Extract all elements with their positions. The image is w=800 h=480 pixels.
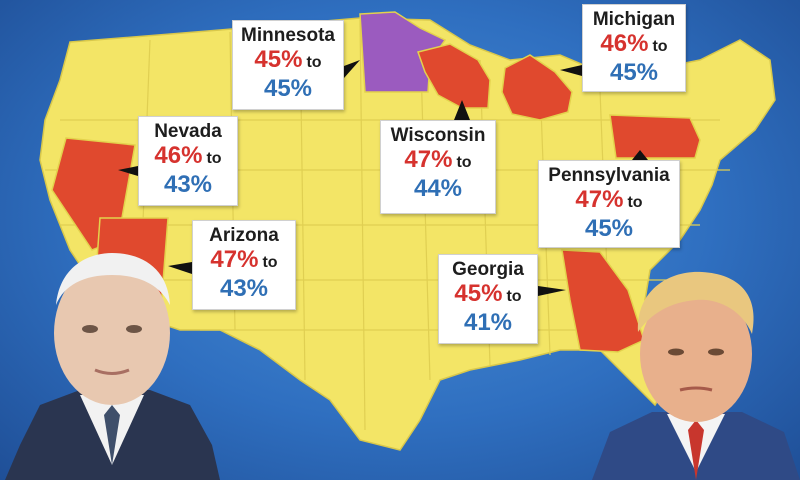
- red-percent: 47%: [210, 246, 259, 273]
- state-label: Arizona: [209, 225, 279, 246]
- callout-wisconsin: Wisconsin 47% to 44%: [380, 120, 496, 214]
- pointer-arizona: [168, 262, 192, 274]
- state-pennsylvania: [609, 114, 701, 159]
- blue-percent: 43%: [219, 275, 269, 302]
- callout-minnesota: Minnesota 45% to 45%: [232, 20, 344, 110]
- pointer-wisconsin: [454, 100, 470, 120]
- pointer-georgia: [538, 286, 566, 296]
- blue-percent: 45%: [263, 75, 313, 102]
- red-percent: 47%: [404, 146, 453, 173]
- state-michigan: [501, 54, 573, 121]
- callout-georgia: Georgia 45% to 41%: [438, 254, 538, 344]
- pointer-nevada: [118, 166, 138, 176]
- callout-pointers: [118, 60, 648, 296]
- connector-text: to: [652, 38, 668, 55]
- pointer-pennsylvania: [632, 150, 648, 160]
- state-label: Pennsylvania: [548, 165, 670, 186]
- state-label: Minnesota: [241, 25, 335, 46]
- callout-nevada: Nevada 46% to 43%: [138, 116, 238, 206]
- red-percent: 45%: [254, 46, 303, 73]
- red-percent: 46%: [600, 30, 649, 57]
- callout-pennsylvania: Pennsylvania 47% to 45%: [538, 160, 680, 248]
- connector-text: to: [306, 54, 322, 71]
- connector-text: to: [506, 288, 522, 305]
- connector-text: to: [627, 194, 643, 211]
- red-percent: 45%: [454, 280, 503, 307]
- red-percent: 47%: [575, 186, 624, 213]
- state-georgia: [561, 249, 645, 353]
- blue-percent: 45%: [609, 59, 659, 86]
- pointer-michigan: [560, 65, 582, 76]
- left-candidate-photo: [5, 253, 220, 480]
- blue-percent: 45%: [584, 215, 634, 242]
- blue-percent: 44%: [413, 175, 463, 202]
- connector-text: to: [262, 254, 278, 271]
- callout-michigan: Michigan 46% to 45%: [582, 4, 686, 92]
- state-label: Michigan: [592, 9, 676, 30]
- blue-percent: 43%: [163, 171, 213, 198]
- connector-text: to: [206, 150, 222, 167]
- pointer-minnesota: [344, 60, 360, 78]
- state-label: Nevada: [154, 121, 222, 142]
- state-label: Georgia: [452, 259, 524, 280]
- blue-percent: 41%: [463, 309, 513, 336]
- callout-arizona: Arizona 47% to 43%: [192, 220, 296, 310]
- state-label: Wisconsin: [390, 125, 486, 146]
- connector-text: to: [456, 154, 472, 171]
- state-wisconsin: [417, 43, 491, 109]
- right-candidate-photo: [592, 271, 800, 480]
- red-percent: 46%: [154, 142, 203, 169]
